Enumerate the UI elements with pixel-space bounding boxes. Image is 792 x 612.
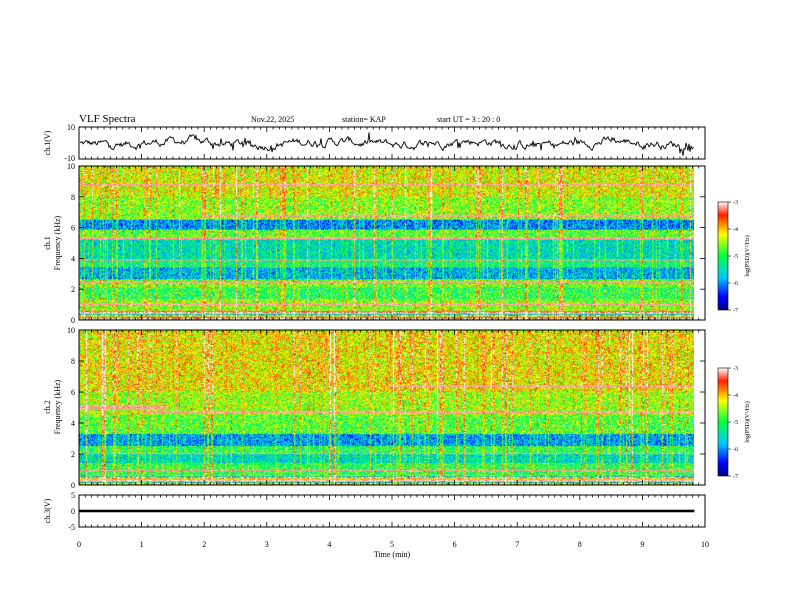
spectrogram-ytick-label: 0 bbox=[71, 481, 75, 490]
colorbar-tick-label: -3 bbox=[733, 366, 738, 372]
x-tick-label: 10 bbox=[701, 540, 709, 549]
spectrogram-ytick-label: 6 bbox=[71, 388, 75, 397]
ch1-spectrogram-image bbox=[79, 166, 694, 320]
ch3-ytick-mid: 0 bbox=[71, 507, 75, 516]
x-tick-label: 4 bbox=[327, 540, 331, 549]
start-time-label: start UT = 3 : 20 : 0 bbox=[437, 115, 500, 124]
ch1-waveform-ylabel: ch.1(V) bbox=[43, 130, 52, 155]
time-axis-label: Time (min) bbox=[374, 550, 411, 559]
spectrogram-ytick-label: 10 bbox=[67, 326, 75, 335]
ch1-spectrogram-ylabel-ch: ch.1 bbox=[43, 236, 52, 250]
colorbar-tick-label: -4 bbox=[733, 227, 738, 233]
ch1-waveform-panel: 10 -10 ch.1(V) bbox=[43, 123, 706, 163]
date-label: Nov.22, 2025 bbox=[251, 115, 294, 124]
x-tick-label: 5 bbox=[390, 540, 394, 549]
x-tick-label: 6 bbox=[453, 540, 457, 549]
ch1-waveform-line bbox=[79, 132, 695, 156]
colorbar-tick-label: -3 bbox=[733, 200, 738, 206]
ch3-ytick-top: 5 bbox=[71, 491, 75, 500]
ch1-colorbar: -3 -4 -5 -6 -7 log(PSD)(V²/Hz) bbox=[717, 200, 751, 314]
x-tick-label: 9 bbox=[640, 540, 644, 549]
time-axis-ticks bbox=[78, 127, 706, 527]
x-tick-label: 0 bbox=[77, 540, 81, 549]
ch2-colorbar-gradient bbox=[717, 367, 729, 477]
x-tick-label: 2 bbox=[202, 540, 206, 549]
colorbar-tick-label: -6 bbox=[733, 281, 738, 287]
ch1-spectrogram-yticks: 0 2 4 6 8 10 bbox=[67, 162, 705, 325]
ch1-colorbar-ticks: -3 -4 -5 -6 -7 bbox=[728, 200, 738, 314]
spectrogram-ytick-label: 2 bbox=[71, 285, 75, 294]
ch2-spectrogram-image bbox=[79, 330, 694, 485]
figure-title: VLF Spectra bbox=[79, 113, 136, 125]
ch2-spectrogram-yticks: 0 2 4 6 8 10 bbox=[67, 326, 705, 490]
ch1-ytick-top: 10 bbox=[67, 123, 75, 132]
ch1-spectrogram-panel: 0 2 4 6 8 10 ch.1 Frequency (kHz) bbox=[43, 162, 706, 325]
spectrogram-ytick-label: 4 bbox=[71, 419, 75, 428]
spectrogram-ytick-label: 8 bbox=[71, 357, 75, 366]
ch2-spectrogram-ylabel-freq: Frequency (kHz) bbox=[53, 379, 62, 434]
ch3-waveform-ylabel: ch.3(V) bbox=[43, 498, 52, 523]
ch3-waveform-band bbox=[79, 509, 695, 513]
ch1-colorbar-gradient bbox=[717, 201, 729, 311]
ch2-colorbar-label: log(PSD)(V²/Hz) bbox=[744, 401, 751, 442]
colorbar-tick-label: -7 bbox=[733, 308, 738, 314]
spectrogram-ytick-label: 8 bbox=[71, 193, 75, 202]
colorbar-tick-label: -5 bbox=[733, 254, 738, 260]
x-tick-label: 7 bbox=[515, 540, 519, 549]
colorbar-tick-label: -6 bbox=[733, 447, 738, 453]
spectrogram-ytick-label: 10 bbox=[67, 162, 75, 171]
colorbar-tick-label: -4 bbox=[733, 393, 738, 399]
x-tick-label: 8 bbox=[578, 540, 582, 549]
spectrogram-ytick-label: 4 bbox=[71, 254, 75, 263]
ch1-ytick-bottom: -10 bbox=[64, 154, 75, 163]
ch1-colorbar-label: log(PSD)(V²/Hz) bbox=[744, 235, 751, 276]
ch3-ytick-bottom: -5 bbox=[68, 523, 75, 532]
spectrogram-ytick-label: 2 bbox=[71, 450, 75, 459]
ch3-waveform-panel: 5 0 -5 ch.3(V) bbox=[43, 491, 706, 532]
ch2-colorbar: -3 -4 -5 -6 -7 log(PSD)(V²/Hz) bbox=[717, 366, 751, 480]
station-label: station= KAP bbox=[342, 115, 386, 124]
colorbar-tick-label: -5 bbox=[733, 420, 738, 426]
x-tick-label: 1 bbox=[140, 540, 144, 549]
ch2-colorbar-ticks: -3 -4 -5 -6 -7 bbox=[728, 366, 738, 480]
spectrogram-ytick-label: 6 bbox=[71, 224, 75, 233]
colorbar-tick-label: -7 bbox=[733, 474, 738, 480]
time-axis-tick-labels: 0 1 2 3 4 5 6 7 8 9 10 bbox=[77, 540, 709, 549]
spectrogram-ytick-label: 0 bbox=[71, 316, 75, 325]
ch2-spectrogram-ylabel-ch: ch.2 bbox=[43, 400, 52, 414]
ch2-spectrogram-panel: 0 2 4 6 8 10 ch.2 Frequency (kHz) bbox=[43, 326, 706, 490]
ch1-spectrogram-ylabel-freq: Frequency (kHz) bbox=[53, 215, 62, 270]
x-tick-label: 3 bbox=[265, 540, 269, 549]
